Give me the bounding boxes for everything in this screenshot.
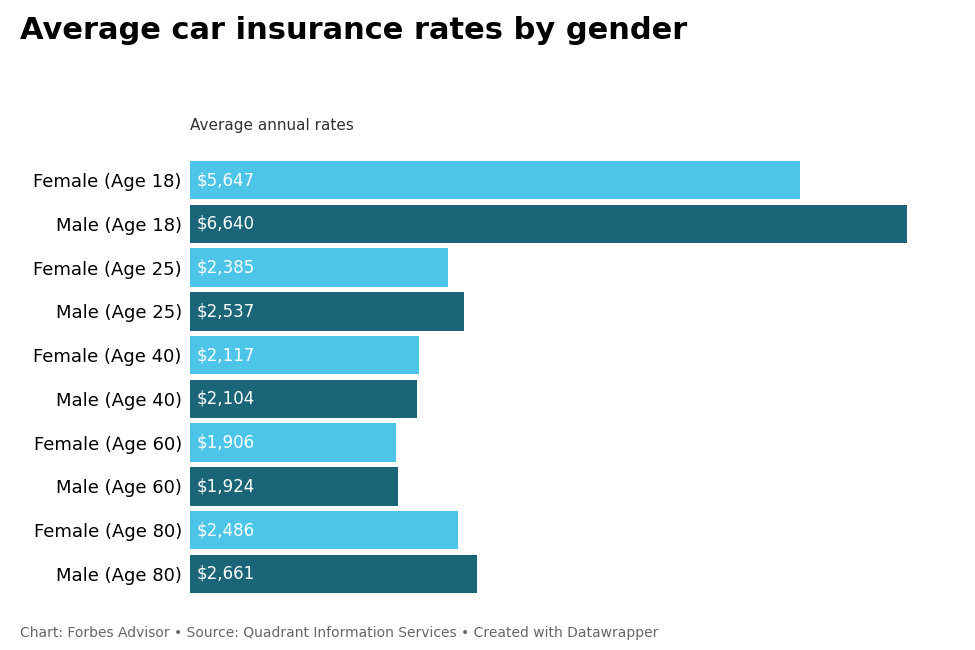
Bar (190, 380, 417, 418)
Bar (190, 292, 464, 331)
Bar (190, 161, 800, 200)
Text: $2,385: $2,385 (197, 259, 254, 277)
Text: $2,537: $2,537 (197, 302, 254, 320)
Bar (190, 423, 396, 462)
Bar (190, 467, 398, 506)
Bar (190, 554, 478, 593)
Text: $5,647: $5,647 (197, 171, 254, 189)
Text: $2,661: $2,661 (197, 565, 254, 583)
Text: $6,640: $6,640 (197, 215, 254, 233)
Text: $2,117: $2,117 (197, 346, 255, 364)
Text: Chart: Forbes Advisor • Source: Quadrant Information Services • Created with Dat: Chart: Forbes Advisor • Source: Quadrant… (20, 626, 658, 640)
Bar (190, 248, 448, 287)
Text: $2,486: $2,486 (197, 521, 254, 539)
Bar (190, 511, 458, 549)
Text: Average car insurance rates by gender: Average car insurance rates by gender (20, 16, 686, 46)
Bar (190, 205, 907, 243)
Bar (190, 336, 418, 374)
Text: $1,906: $1,906 (197, 434, 254, 452)
Text: $1,924: $1,924 (197, 477, 254, 495)
Text: Average annual rates: Average annual rates (190, 118, 354, 133)
Text: $2,104: $2,104 (197, 390, 254, 408)
